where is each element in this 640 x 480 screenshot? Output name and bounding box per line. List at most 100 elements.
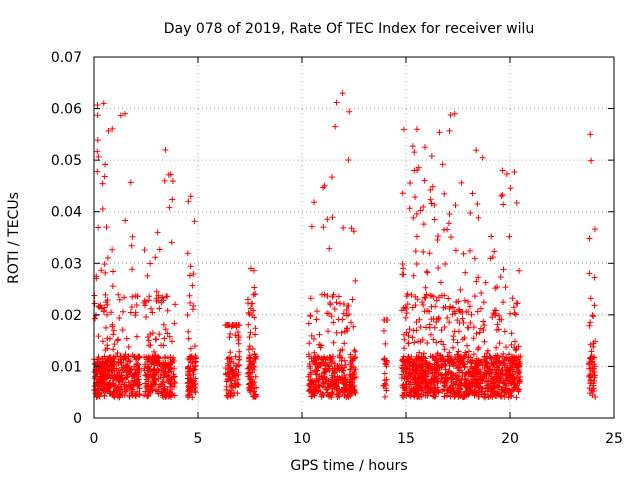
data-point bbox=[339, 316, 346, 323]
data-point bbox=[147, 368, 154, 375]
data-point bbox=[169, 178, 176, 185]
data-point bbox=[189, 367, 196, 374]
data-point bbox=[441, 393, 448, 400]
data-point bbox=[496, 312, 503, 319]
data-point bbox=[462, 390, 469, 397]
data-point bbox=[95, 354, 102, 361]
data-point bbox=[116, 296, 123, 303]
data-point bbox=[591, 226, 598, 233]
data-point bbox=[337, 388, 344, 395]
data-point bbox=[131, 372, 138, 379]
data-point-peak bbox=[154, 229, 161, 236]
data-point bbox=[489, 254, 496, 261]
data-point bbox=[116, 371, 123, 378]
data-point bbox=[490, 379, 497, 386]
data-point bbox=[171, 373, 178, 380]
data-point bbox=[515, 387, 522, 394]
data-point bbox=[166, 333, 173, 340]
data-point bbox=[469, 389, 476, 396]
data-point bbox=[251, 393, 258, 400]
data-point bbox=[483, 363, 490, 370]
data-point bbox=[336, 386, 343, 393]
data-point-peak bbox=[247, 265, 254, 272]
data-point bbox=[478, 305, 485, 312]
data-point bbox=[503, 170, 510, 177]
data-point bbox=[169, 391, 176, 398]
data-point bbox=[494, 321, 501, 328]
data-point bbox=[448, 353, 455, 360]
data-point bbox=[163, 373, 170, 380]
data-point bbox=[428, 292, 435, 299]
data-point bbox=[405, 332, 412, 339]
data-point bbox=[152, 254, 159, 261]
data-point bbox=[409, 334, 416, 341]
data-point bbox=[224, 322, 231, 329]
y-tick-label: 0.04 bbox=[51, 205, 82, 221]
data-point bbox=[435, 233, 442, 240]
data-point bbox=[129, 352, 136, 359]
data-point bbox=[461, 353, 468, 360]
data-point bbox=[495, 383, 502, 390]
data-point bbox=[318, 373, 325, 380]
data-point bbox=[473, 365, 480, 372]
data-point bbox=[117, 112, 124, 119]
data-point bbox=[420, 301, 427, 308]
data-point bbox=[455, 348, 462, 355]
data-point bbox=[427, 196, 434, 203]
data-point bbox=[99, 356, 106, 363]
data-point bbox=[245, 321, 252, 328]
data-point bbox=[413, 260, 420, 267]
data-point bbox=[442, 366, 449, 373]
data-point bbox=[432, 385, 439, 392]
data-point bbox=[116, 394, 123, 401]
data-point bbox=[591, 361, 598, 368]
data-point bbox=[503, 344, 510, 351]
data-point bbox=[101, 375, 108, 382]
data-point bbox=[249, 378, 256, 385]
data-point bbox=[228, 389, 235, 396]
data-point bbox=[464, 324, 471, 331]
data-point bbox=[322, 366, 329, 373]
data-point bbox=[408, 369, 415, 376]
data-point bbox=[466, 303, 473, 310]
data-point-peak bbox=[162, 146, 169, 153]
data-point bbox=[382, 380, 389, 387]
data-point bbox=[94, 101, 101, 108]
data-point bbox=[468, 311, 475, 318]
data-point bbox=[321, 369, 328, 376]
data-point bbox=[398, 364, 405, 371]
data-point bbox=[191, 363, 198, 370]
data-point bbox=[482, 394, 489, 401]
data-point bbox=[347, 366, 354, 373]
data-point bbox=[350, 228, 357, 235]
data-point bbox=[102, 269, 109, 276]
data-point bbox=[316, 331, 323, 338]
data-point bbox=[311, 199, 318, 206]
data-point bbox=[431, 216, 438, 223]
data-point bbox=[458, 179, 465, 186]
data-point bbox=[429, 386, 436, 393]
data-point bbox=[110, 380, 117, 387]
data-point bbox=[458, 392, 465, 399]
data-point bbox=[163, 361, 170, 368]
data-point bbox=[247, 329, 254, 336]
data-point bbox=[333, 299, 340, 306]
data-point bbox=[121, 367, 128, 374]
data-point bbox=[171, 365, 178, 372]
data-point bbox=[192, 380, 199, 387]
data-point bbox=[507, 390, 514, 397]
data-point bbox=[315, 364, 322, 371]
data-point bbox=[103, 299, 110, 306]
data-point bbox=[515, 363, 522, 370]
data-point bbox=[442, 374, 449, 381]
data-point bbox=[486, 370, 493, 377]
data-point bbox=[167, 171, 174, 178]
data-point bbox=[427, 378, 434, 385]
data-point bbox=[115, 336, 122, 343]
data-point bbox=[342, 379, 349, 386]
data-point bbox=[185, 198, 192, 205]
data-point bbox=[246, 334, 253, 341]
data-point bbox=[344, 325, 351, 332]
data-point bbox=[432, 393, 439, 400]
data-point bbox=[470, 351, 477, 358]
